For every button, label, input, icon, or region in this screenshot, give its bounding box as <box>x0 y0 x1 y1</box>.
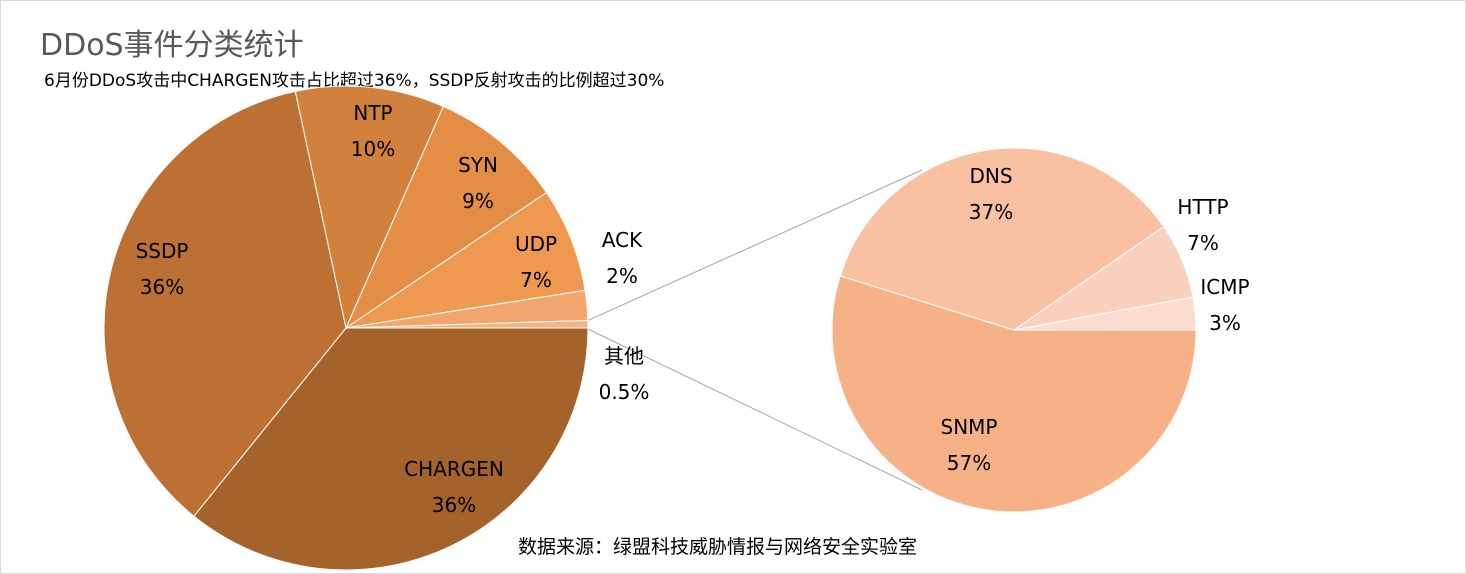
slice-value-chargen: 36% <box>432 493 476 517</box>
slice-udp <box>345 191 586 329</box>
connector-line-bottom <box>587 328 923 491</box>
slice-label-udp: UDP <box>515 232 557 256</box>
sub-slice-label-icmp: ICMP <box>1200 275 1249 299</box>
slice-value-syn: 9% <box>462 189 494 213</box>
sub-slice-value-dns: 37% <box>969 200 1013 224</box>
main-pie <box>103 85 589 571</box>
secondary-pie <box>831 147 1197 513</box>
slice-chargen <box>193 327 589 571</box>
slice-label-chargen: CHARGEN <box>404 457 504 481</box>
slice-label-item-6: 其他 <box>604 344 644 368</box>
slice-value-ack: 2% <box>606 264 638 288</box>
slice-value-ntp: 10% <box>351 137 395 161</box>
sub-slice-label-snmp: SNMP <box>941 415 998 439</box>
slice-label-ack: ACK <box>602 228 643 252</box>
slice-label-ssdp: SSDP <box>136 239 189 263</box>
sub-slice-icmp <box>1013 296 1197 331</box>
slice-value-udp: 7% <box>520 268 552 292</box>
slice-ntp <box>294 85 445 330</box>
sub-slice-value-snmp: 57% <box>947 451 991 475</box>
connector-lines <box>587 169 923 491</box>
sub-slice-value-icmp: 3% <box>1209 311 1241 335</box>
slice-value-item-6: 0.5% <box>599 380 650 404</box>
sub-slice-label-http: HTTP <box>1177 195 1228 219</box>
sub-slice-label-dns: DNS <box>969 164 1012 188</box>
sub-slice-value-http: 7% <box>1187 231 1219 255</box>
slice-ssdp <box>103 90 347 517</box>
sub-slice-snmp <box>831 275 1197 513</box>
slice-label-syn: SYN <box>458 153 498 177</box>
slice-label-ntp: NTP <box>353 101 392 125</box>
slice-syn <box>344 105 548 330</box>
slice-labels: CHARGEN 36% SSDP 36% NTP 10% SYN 9% UDP 7% ACK 2% 其他… <box>136 101 1250 517</box>
data-source-note: 数据来源：绿盟科技威胁情报与网络安全实验室 <box>518 536 918 558</box>
connector-line-top <box>587 169 923 321</box>
chart-title: DDoS事件分类统计 <box>40 28 304 63</box>
chart-subtitle: 6月份DDoS攻击中CHARGEN攻击占比超过36%，SSDP反射攻击的比例超过… <box>44 71 665 91</box>
sub-slice-dns <box>839 147 1165 331</box>
slice-value-ssdp: 36% <box>140 275 184 299</box>
slice-item-6 <box>345 319 589 329</box>
